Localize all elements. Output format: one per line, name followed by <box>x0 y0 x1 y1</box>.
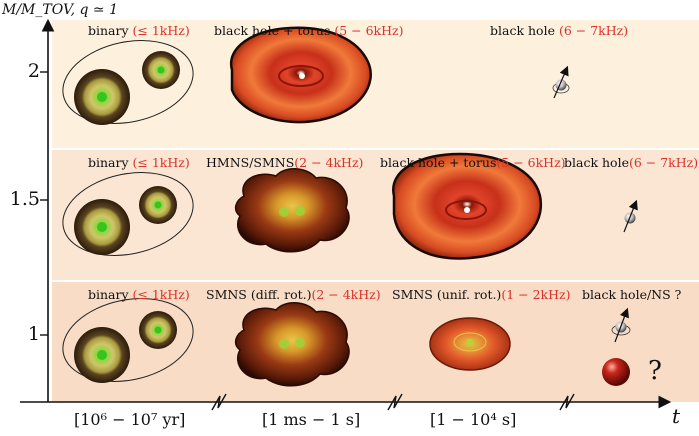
label-hmns-middle: HMNS/SMNS(2 − 4kHz) <box>206 155 364 170</box>
smns-differential-remnant <box>234 302 350 387</box>
binary-system-middle <box>62 172 194 256</box>
label-bh-top: black hole (6 − 7kHz) <box>490 23 629 38</box>
smns-uniform-remnant <box>429 317 511 371</box>
x-axis-title: t <box>672 404 681 428</box>
label-binary-middle: binary (≤ 1kHz) <box>88 155 190 170</box>
x-axis-break-2 <box>387 393 403 411</box>
x-tick-label-inspiral: [10⁶ − 10⁷ yr] <box>74 410 186 429</box>
x-tick-label-seconds: [1 − 10⁴ s] <box>430 410 517 429</box>
x-tick-label-ms: [1 ms − 1 s] <box>262 410 361 429</box>
black-hole-torus-middle <box>392 152 543 260</box>
label-binary-bottom: binary (≤ 1kHz) <box>88 287 190 302</box>
label-bh-middle: black hole(6 − 7kHz) <box>564 155 699 170</box>
label-smns-diff: SMNS (diff. rot.)(2 − 4kHz) <box>206 287 381 302</box>
black-hole-spin-bottom <box>611 307 631 343</box>
y-tick-label-1-5: 1.5 <box>9 188 40 210</box>
neutron-star-ball <box>602 358 630 386</box>
black-hole-torus-top <box>229 26 372 124</box>
label-bh-torus-top: black hole + torus (5 − 6kHz) <box>214 23 404 38</box>
binary-system-bottom <box>62 298 194 383</box>
y-axis-title: M/M_TOV, q ≃ 1 <box>2 2 119 18</box>
label-bh-torus-middle: black hole + torus(5 − 6kHz) <box>380 155 566 170</box>
label-smns-unif: SMNS (unif. rot.)(1 − 2kHz) <box>392 287 571 302</box>
question-mark: ? <box>648 356 662 386</box>
y-tick-label-2: 2 <box>27 60 40 82</box>
y-tick-label-1: 1 <box>27 323 40 345</box>
black-hole-spin-middle <box>623 199 638 233</box>
binary-system-top <box>62 40 194 125</box>
label-bh-ns-bottom: black hole/NS ? <box>582 287 682 302</box>
label-binary-top: binary (≤ 1kHz) <box>88 23 190 38</box>
x-axis-break-1 <box>211 393 227 411</box>
hmns-remnant-middle <box>234 168 350 253</box>
black-hole-spin-top <box>552 65 570 99</box>
x-axis-break-3 <box>559 393 575 411</box>
